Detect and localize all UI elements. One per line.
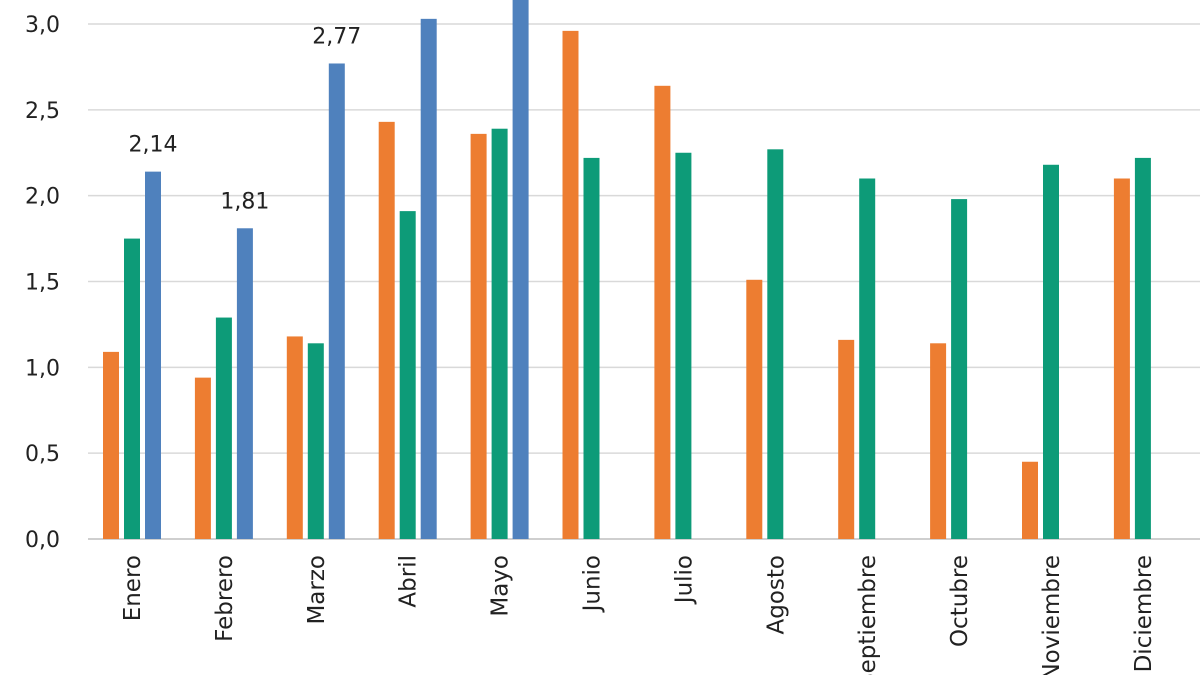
x-tick-label: Mayo: [488, 555, 514, 617]
x-tick-label: Agosto: [763, 555, 789, 634]
bar: [215, 317, 232, 539]
bar: [583, 157, 600, 539]
bar: [930, 343, 947, 539]
bar: [286, 336, 303, 539]
y-tick-label: 1,5: [25, 271, 60, 296]
bar: [654, 85, 671, 540]
bar: [145, 171, 161, 539]
data-label: 2,77: [312, 24, 361, 49]
bar: [399, 211, 416, 539]
bar: [859, 178, 876, 539]
y-tick-label: 0,5: [25, 442, 60, 467]
data-label: 2,14: [129, 133, 178, 158]
bar: [470, 133, 487, 539]
bar: [103, 351, 119, 539]
bar: [746, 279, 763, 539]
bar: [194, 377, 211, 539]
y-tick-label: 0,0: [25, 528, 60, 553]
bar: [838, 339, 855, 539]
x-tick-label: Febrero: [212, 555, 238, 642]
bar: [767, 149, 784, 540]
bar: [1134, 157, 1151, 539]
x-tick-label: Marzo: [304, 555, 330, 625]
bar: [512, 0, 529, 539]
bar: [307, 343, 324, 539]
bar: [491, 128, 508, 539]
data-label: 1,81: [220, 189, 269, 214]
y-tick-label: 2,5: [25, 99, 60, 124]
y-tick-label: 1,0: [25, 356, 60, 381]
x-tick-label: Noviembre: [1039, 555, 1065, 675]
bar: [124, 238, 140, 540]
bar: [378, 121, 395, 539]
bar: [420, 18, 437, 540]
bar: [328, 63, 345, 539]
bar: [951, 199, 968, 539]
x-tick-label: Abril: [396, 555, 422, 608]
y-tick-label: 3,0: [25, 13, 60, 38]
bar: [1022, 461, 1038, 539]
y-tick-label: 2,0: [25, 185, 60, 210]
bar: [562, 30, 579, 539]
x-tick-label: Enero: [120, 555, 146, 621]
x-tick-label: Septiembre: [855, 555, 881, 675]
x-tick-label: Junio: [580, 555, 606, 613]
bar: [1113, 178, 1130, 539]
x-tick-label: Octubre: [947, 555, 973, 647]
x-tick-label: Julio: [671, 555, 697, 605]
x-tick-label: Diciembre: [1131, 555, 1157, 672]
bar: [675, 152, 692, 539]
bar: [236, 228, 253, 540]
bar: [1043, 164, 1059, 539]
